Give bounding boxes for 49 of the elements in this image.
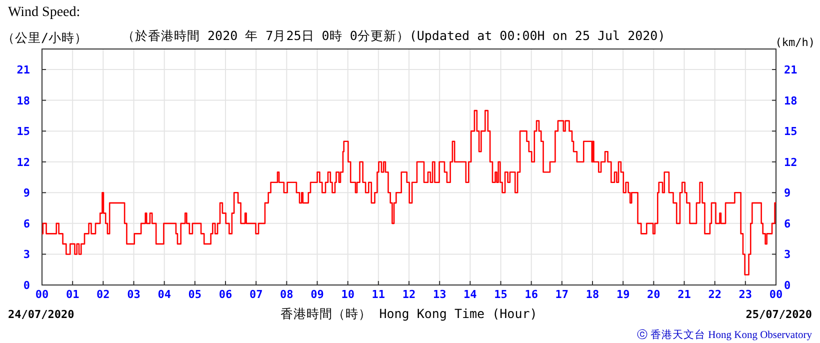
x-tick-label: 17 [555,288,569,301]
chart-title: Wind Speed: [8,5,80,20]
x-tick-label: 11 [372,288,386,301]
y-tick-label: 9 [23,186,30,200]
x-tick-label: 09 [310,288,324,301]
x-tick-label: 18 [586,288,600,301]
y2-tick-label: 9 [784,186,791,200]
y2-tick-label: 3 [784,248,791,262]
x-tick-label: 00 [35,288,49,301]
y-tick-label: 21 [16,64,30,77]
x-tick-label: 20 [647,288,660,301]
y2-tick-label: 12 [784,156,798,169]
x-axis-title: 香港時間（時） Hong Kong Time (Hour) [280,306,538,321]
x-tick-label: 22 [708,288,722,301]
y2-axis-title: (km/h) [775,36,815,49]
x-tick-label: 14 [464,288,478,301]
x-tick-label: 03 [127,288,140,301]
y-tick-label: 15 [16,125,30,138]
x-tick-label: 04 [158,288,172,301]
text: ⓒ 香港天文台 Hong Kong Observatory [636,328,813,341]
x-tick-label: 16 [524,288,538,301]
x-tick-label: 08 [280,288,294,301]
y2-tick-label: 21 [784,64,798,77]
x-tick-label: 19 [616,288,630,301]
y-axis-title: （公里/小時） [2,30,88,45]
y2-tick-label: 0 [784,279,791,292]
x-tick-label: 06 [218,288,232,301]
y2-tick-label: 15 [784,125,798,138]
x-tick-label: 02 [96,288,110,301]
y-tick-label: 12 [16,156,30,169]
chart-subtitle: （於香港時間 2020 年 7月25日 0時 0分更新）(Updated at 00:00H on 25 Jul 2020) [122,28,666,43]
text: 24/07/2020 [8,308,74,321]
x-tick-label: 15 [494,288,508,301]
x-tick-label: 05 [188,288,202,301]
x-tick-label: 01 [66,288,80,301]
y2-tick-label: 6 [784,217,791,230]
text: 25/07/2020 [746,308,812,321]
x-tick-label: 23 [738,288,752,301]
y2-tick-label: 18 [784,94,798,108]
x-tick-label: 12 [402,288,416,301]
x-tick-label: 13 [432,288,446,301]
x-tick-label: 00 [769,288,783,301]
x-tick-label: 21 [678,288,692,301]
x-tick-label: 07 [249,288,263,301]
y-tick-label: 3 [23,248,30,262]
y-tick-label: 0 [23,279,30,292]
y-tick-label: 18 [16,94,30,108]
x-tick-label: 10 [341,288,354,301]
y-tick-label: 6 [23,217,30,230]
